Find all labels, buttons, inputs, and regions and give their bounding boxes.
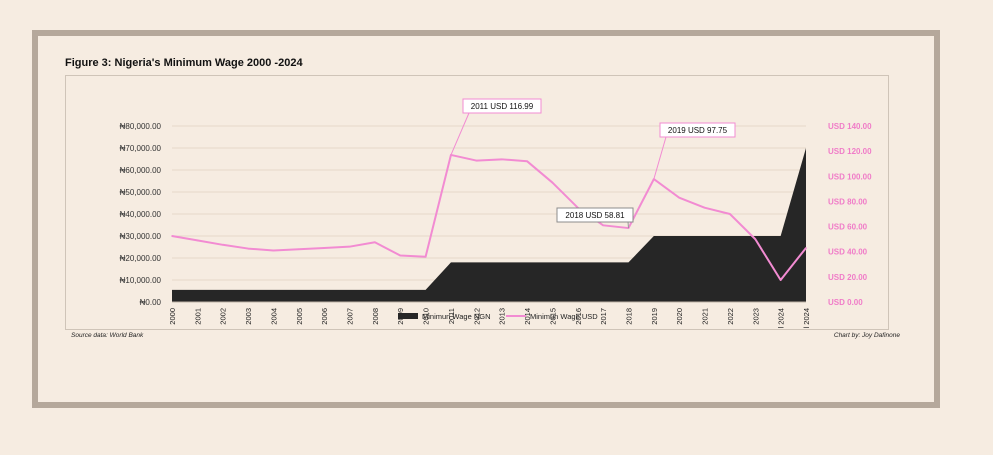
annotation-box <box>659 122 736 138</box>
x-axis-tick-label: 2022 <box>726 308 735 325</box>
usd-data-point <box>500 158 503 161</box>
x-axis-tick-label: 2003 <box>244 308 253 325</box>
annotation-leader-line <box>653 136 667 180</box>
credit-caption: Chart by: Joy Dafinone <box>833 332 900 339</box>
usd-data-point <box>298 248 300 250</box>
right-axis-tick-label: USD 120.00 <box>828 147 872 156</box>
usd-data-point <box>424 255 427 258</box>
x-axis-tick-label: 2012 <box>472 308 481 325</box>
x-axis-tick-label: 2005 <box>295 308 304 325</box>
x-axis-tick-label: 2016 <box>574 308 583 325</box>
usd-data-point <box>348 245 351 248</box>
usd-data-point <box>602 224 604 227</box>
usd-data-point <box>374 241 376 244</box>
annotation-box <box>556 207 634 223</box>
usd-data-point <box>551 181 554 184</box>
x-axis-tick-label: 2007 <box>346 308 355 325</box>
usd-data-point <box>399 254 402 257</box>
left-axis-tick-label: ₦0.00 <box>140 298 162 307</box>
usd-data-point <box>526 160 528 162</box>
right-axis-tick-label: USD 60.00 <box>828 223 868 232</box>
x-axis-tick-label: 2001 <box>193 308 202 325</box>
right-axis-tick-label: USD 140.00 <box>828 122 872 131</box>
annotation-box <box>462 98 542 114</box>
left-axis-tick-label: ₦70,000.00 <box>120 144 162 153</box>
left-axis-tick-label: ₦80,000.00 <box>120 122 162 131</box>
ngn-wage-area <box>172 148 806 302</box>
x-axis-tick-label: 2021 <box>701 308 710 325</box>
usd-data-point <box>754 238 757 240</box>
x-axis-tick-label: 2006 <box>320 308 329 325</box>
annotation-leader-line <box>450 112 470 156</box>
x-axis-tick-label: 2013 <box>498 308 507 325</box>
left-axis-tick-label: ₦60,000.00 <box>120 166 162 175</box>
usd-data-point <box>221 244 224 246</box>
source-caption: Source data: World Bank <box>71 332 144 339</box>
usd-data-point <box>678 196 680 199</box>
x-axis-tick-label: 2020 <box>675 308 684 325</box>
x-axis-tick-label: 2000 <box>168 308 177 325</box>
x-axis-tick-label: 2004 <box>269 308 278 325</box>
x-axis-tick-label: 2023 <box>751 308 760 325</box>
right-axis-tick-label: USD 0.00 <box>828 298 863 307</box>
legend-swatch-ngn <box>398 313 418 319</box>
usd-data-point <box>323 247 325 249</box>
x-axis-tick-label: 2015 <box>548 308 557 325</box>
right-axis-tick-label: USD 100.00 <box>828 172 872 181</box>
x-axis-tick-label: 2017 <box>599 308 608 325</box>
x-axis-tick-label: 2011 <box>447 308 456 324</box>
x-axis-tick-label: 22 Jul 2024 <box>777 308 786 329</box>
x-axis-tick-label: 2008 <box>371 308 380 325</box>
usd-data-point <box>475 159 478 162</box>
left-axis-tick-label: ₦10,000.00 <box>120 276 162 285</box>
usd-data-point <box>247 247 249 250</box>
chart-svg: ₦0.00 ₦10,000.00 ₦20,000.00 ₦30,000.00 ₦40,0… <box>120 98 872 347</box>
right-axis-tick-label: USD 80.00 <box>828 197 868 206</box>
right-axis-tick-label: USD 20.00 <box>828 273 868 282</box>
usd-data-point <box>171 235 173 237</box>
left-axis-tick-label: ₦50,000.00 <box>120 188 162 197</box>
chart-area: ₦0.00 ₦10,000.00 ₦20,000.00 ₦30,000.00 ₦40,0… <box>65 75 889 347</box>
usd-data-point <box>729 213 731 215</box>
usd-data-point <box>805 247 807 249</box>
left-axis-tick-label: ₦30,000.00 <box>120 232 162 241</box>
x-axis-tick-label: 23 Jul 2024 <box>802 308 811 329</box>
left-axis-tick-label: ₦20,000.00 <box>120 254 162 263</box>
x-axis-tick-label: 2002 <box>219 308 228 325</box>
usd-wage-line <box>171 153 807 281</box>
left-axis-tick-label: ₦40,000.00 <box>120 210 162 219</box>
legend-label-usd: Minimun Wage USD <box>530 312 598 321</box>
x-axis-tick-label: 2018 <box>624 308 633 325</box>
usd-data-point <box>272 249 275 252</box>
legend-label-ngn: Minimun Wage NGN <box>422 312 491 321</box>
right-axis-tick-label: USD 40.00 <box>828 248 868 257</box>
figure-title: Figure 3: Nigeria's Minimum Wage 2000 -2… <box>65 57 303 69</box>
annotation-label: 2019 USD 97.75 <box>668 126 728 135</box>
usd-data-point <box>703 206 706 209</box>
annotation-label: 2011 USD 116.99 <box>471 102 534 111</box>
usd-data-point <box>196 239 199 242</box>
x-axis-tick-label: 2010 <box>422 308 431 325</box>
x-axis-tick-label: 2014 <box>523 308 532 325</box>
annotation-label: 2018 USD 58.81 <box>565 211 625 220</box>
usd-data-point <box>779 279 782 281</box>
x-axis-tick-label: 2019 <box>650 308 659 325</box>
